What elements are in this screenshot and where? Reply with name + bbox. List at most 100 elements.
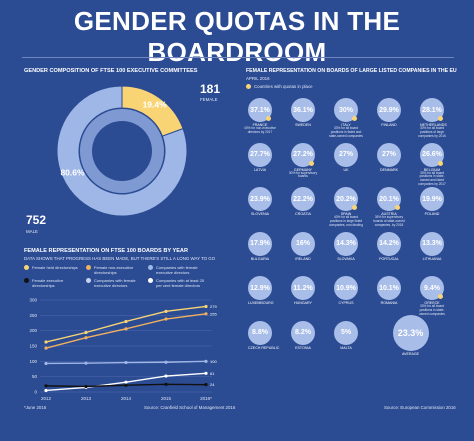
- country-name: BULGARIA: [250, 256, 270, 261]
- data-point: [124, 380, 128, 384]
- country-name: HUNGARY: [294, 301, 312, 305]
- country-name: SLOVENIA: [251, 212, 269, 216]
- y-tick-label: 200: [29, 328, 37, 333]
- quota-note: 40% for non-executive directors by 2017: [244, 126, 276, 134]
- female-count: 181: [200, 82, 221, 96]
- country-name: SPAIN: [340, 212, 352, 216]
- country-value: 14.2%: [379, 240, 399, 247]
- quota-dot-icon: [395, 205, 400, 210]
- country-item: 13.3% LITHUANIA: [420, 231, 444, 261]
- country-circle: 22.2%: [291, 187, 315, 211]
- country-name: SLOVAKIA: [337, 256, 355, 261]
- country-item: 22.2% CROATIA: [291, 187, 315, 216]
- data-point: [44, 384, 48, 388]
- country-circle: 26.6%: [420, 142, 444, 167]
- country-item: 8.8% CZECH REPUBLIC: [248, 320, 279, 350]
- country-name: GERMANY: [293, 167, 313, 172]
- data-point: [84, 330, 88, 335]
- eu-legend-label: Countries with quotas in place: [254, 84, 313, 89]
- quota-dot-icon: [352, 116, 357, 121]
- series-end-label: 255: [210, 311, 217, 316]
- data-point: [164, 382, 168, 386]
- country-item: 16% IRELAND: [291, 231, 315, 261]
- legend-item: Companies with female executive director…: [86, 278, 144, 288]
- legend-label: Female non-executive directorships: [94, 265, 134, 275]
- country-item: 30% ITALY 33% for all board positions in l…: [329, 98, 363, 138]
- country-item: 19.9% POLAND: [420, 187, 444, 216]
- country-circle: 27%: [377, 142, 401, 167]
- country-circle: 14.3%: [334, 231, 358, 256]
- country-item: 20.2% SPAIN 40% for all board positions in…: [329, 187, 363, 227]
- eu-date: APRIL 2016: [246, 76, 270, 81]
- country-item: 10.9% CYPRUS: [334, 276, 358, 305]
- country-value: 20.2%: [336, 195, 356, 203]
- legend-dot-icon: [24, 265, 29, 270]
- country-value: 27%: [338, 151, 353, 158]
- country-item: 12.9% LUXEMBOURG: [248, 276, 274, 305]
- country-circle: 27.7%: [248, 142, 272, 167]
- quota-dot-icon: [246, 84, 251, 89]
- quota-dot-icon: [309, 160, 314, 166]
- eu-title: FEMALE REPRESENTATION ON BOARDS OF LARGE…: [246, 68, 457, 74]
- x-tick-label: 2012: [41, 396, 52, 401]
- country-value: 30%: [338, 106, 353, 114]
- data-point: [84, 336, 88, 340]
- legend-label: Female held directorships: [32, 265, 78, 270]
- country-item: 9.4% GREECE 33% for all board positions in…: [419, 276, 449, 316]
- country-circle: 19.9%: [420, 187, 444, 211]
- legend-label: Companies with female executive director…: [156, 265, 198, 275]
- donut-chart: 19.4% 80.6%: [56, 85, 188, 217]
- country-name: NETHERLANDS: [420, 123, 447, 127]
- country-circle: 16%: [291, 231, 315, 256]
- country-circle: 28.1%: [420, 98, 444, 122]
- country-name: MALTA: [340, 345, 352, 350]
- country-name: POLAND: [424, 212, 440, 216]
- country-item: 8.2% ESTONIA: [291, 320, 315, 350]
- country-circle: 27.2%: [291, 142, 315, 167]
- data-point: [44, 361, 48, 366]
- country-circle: 8.8%: [248, 320, 272, 345]
- country-name: AUSTRIA: [381, 212, 397, 216]
- country-value: 19.9%: [422, 195, 442, 203]
- country-value: 13.3%: [422, 240, 442, 247]
- country-circle: 23.9%: [248, 187, 272, 211]
- data-point: [204, 383, 208, 387]
- legend-label: Female executive directorships: [32, 278, 64, 288]
- country-item: 23.3% AVERAGE: [392, 314, 429, 356]
- average-circle: 23.3%: [392, 314, 429, 351]
- country-circle: 20.2%: [334, 187, 358, 211]
- quota-note: 30% for all board positions of large com…: [418, 126, 446, 138]
- country-value: 37.1%: [250, 106, 270, 114]
- quota-dot-icon: [438, 294, 443, 299]
- country-name: LATVIA: [253, 167, 267, 172]
- quota-note: 33% for all board positions in state-own…: [418, 170, 446, 186]
- country-name: CROATIA: [295, 212, 311, 216]
- donut-title: GENDER COMPOSITION OF FTSE 100 EXECUTIVE…: [24, 68, 198, 74]
- country-item: 10.1% ROMANIA: [377, 276, 401, 305]
- legend-item: Female held directorships: [24, 265, 82, 270]
- legend-item: Female executive directorships: [24, 278, 82, 288]
- country-value: 12.9%: [250, 284, 270, 292]
- x-tick-label: 2014: [121, 396, 132, 401]
- data-point: [124, 327, 128, 331]
- country-circle: 36.1%: [291, 98, 315, 122]
- country-name: BELGIUM: [423, 167, 441, 172]
- country-name: PORTUGAL: [379, 256, 399, 261]
- legend-item: Companies with female executive director…: [148, 265, 206, 275]
- country-item: 17.9% BULGARIA: [248, 231, 272, 261]
- country-circle: 12.9%: [248, 276, 272, 300]
- series-line: [45, 305, 207, 343]
- y-tick-label: 250: [29, 313, 37, 318]
- legend-dot-icon: [148, 278, 153, 283]
- country-value: 28.1%: [422, 106, 442, 114]
- infographic-title: GENDER QUOTAS IN THE BOARDROOM: [73, 6, 401, 67]
- quota-dot-icon: [438, 160, 443, 166]
- country-value: 22.2%: [293, 195, 313, 203]
- data-point: [124, 383, 128, 387]
- country-circle: 10.9%: [334, 276, 358, 300]
- data-point: [84, 361, 88, 365]
- country-name: UK: [343, 167, 349, 172]
- eu-source: Source: European Commission 2016: [384, 405, 456, 410]
- y-tick-label: 300: [29, 298, 37, 303]
- country-value: 10.9%: [336, 284, 356, 292]
